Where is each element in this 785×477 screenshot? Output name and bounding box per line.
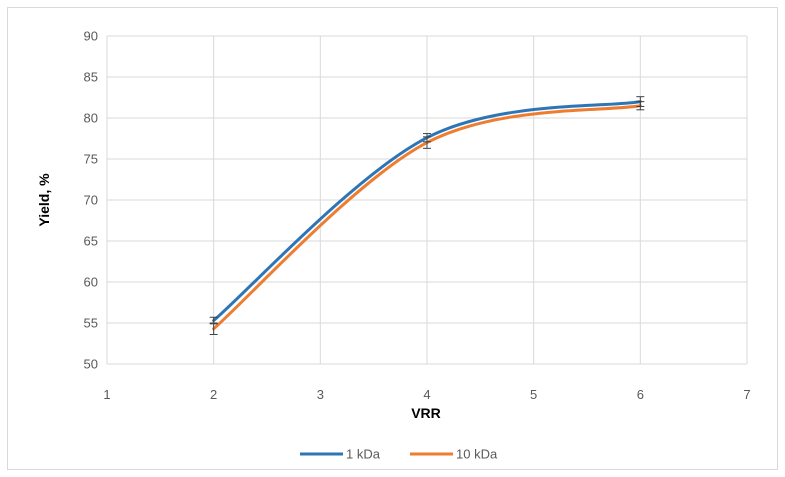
chart-frame: [7, 7, 778, 470]
x-tick-label: 1: [103, 387, 110, 402]
y-tick-label: 65: [84, 234, 98, 249]
x-tick-label: 7: [743, 387, 750, 402]
error-bar: [423, 136, 431, 149]
x-tick-label: 3: [317, 387, 324, 402]
y-tick-label: 60: [84, 275, 98, 290]
y-axis-title: Yield, %: [36, 173, 52, 227]
x-axis-title: VRR: [411, 405, 441, 421]
tick-labels: 50 55 60 65 70 75 80 85 90 1 2 3 4 5 6 7: [84, 29, 751, 403]
x-tick-label: 5: [530, 387, 537, 402]
error-bar: [209, 322, 218, 335]
y-tick-label: 90: [84, 29, 98, 44]
y-tick-label: 55: [84, 316, 98, 331]
x-tick-label: 4: [423, 387, 430, 402]
y-tick-label: 75: [84, 152, 98, 167]
y-tick-label: 50: [84, 357, 98, 372]
y-tick-label: 80: [84, 111, 98, 126]
y-tick-label: 70: [84, 193, 98, 208]
y-tick-label: 85: [84, 70, 98, 85]
legend: 1 kDa 10 kDa: [300, 447, 498, 462]
error-bars: [209, 96, 645, 335]
error-bar: [636, 101, 645, 111]
x-tick-label: 6: [637, 387, 644, 402]
gridlines: [106, 35, 748, 365]
legend-entry: 1 kDa: [300, 447, 381, 462]
legend-label: 1 kDa: [346, 447, 381, 462]
legend-label: 10 kDa: [456, 447, 498, 462]
x-tick-label: 2: [210, 387, 217, 402]
legend-entry: 10 kDa: [410, 447, 498, 462]
